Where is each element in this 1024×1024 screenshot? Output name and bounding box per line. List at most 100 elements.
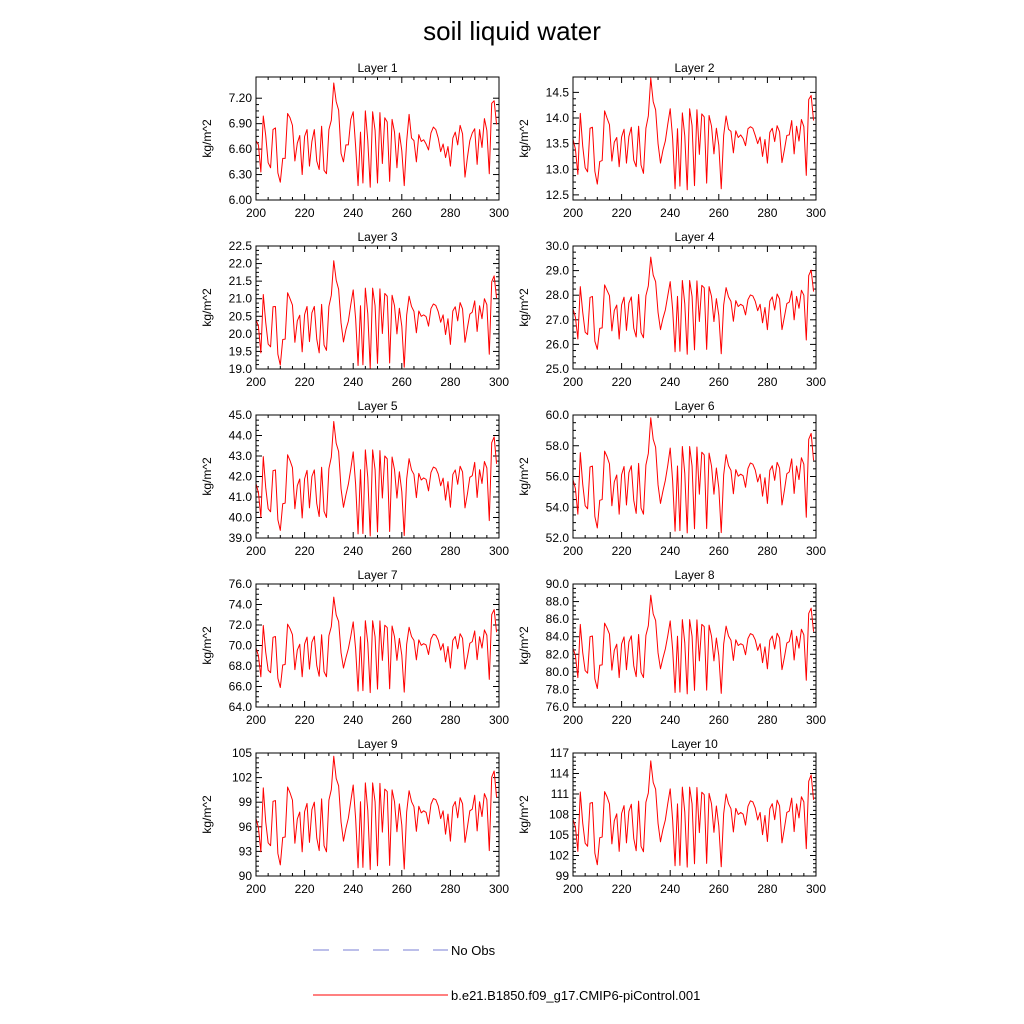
x-tick-label: 260 [392,206,412,220]
plot-frame [255,752,500,877]
series-line [572,77,815,191]
x-tick-label: 280 [757,206,777,220]
y-tick-label: 20.5 [229,309,253,323]
y-tick-label: 88.0 [546,595,570,609]
y-tick-label: 84.0 [546,630,570,644]
x-tick-label: 220 [295,882,315,896]
panel-title: Layer 4 [674,230,714,244]
x-tick-label: 300 [489,206,509,220]
x-tick-label: 300 [489,375,509,389]
y-tick-label: 117 [550,746,569,760]
x-tick-label: 280 [440,206,460,220]
panel-layer-9: Layer 9 kg/m^2 200 220 240 260 280 300 90 93 96 99 1… [200,737,509,896]
x-tick-label: 240 [660,544,680,558]
x-tick-label: 200 [246,713,266,727]
y-tick-label: 26.0 [546,337,570,351]
y-tick-label: 82.0 [546,647,570,661]
x-tick-label: 220 [612,206,632,220]
panel-title: Layer 2 [674,61,714,75]
x-tick-label: 260 [709,206,729,220]
y-tick-label: 42.0 [229,470,253,484]
x-tick-label: 240 [660,713,680,727]
panel-layer-8: Layer 8 kg/m^2 200 220 240 260 280 300 76.0 78.0 8… [517,568,826,727]
x-tick-label: 280 [757,544,777,558]
x-tick-label: 280 [757,882,777,896]
y-tick-label: 76.0 [229,577,253,591]
y-axis-label: kg/m^2 [200,626,214,665]
plot-frame [572,245,817,370]
y-tick-label: 29.0 [546,264,570,278]
panel-layer-4: Layer 4 kg/m^2 200 220 240 260 280 300 25.0 26.0 2… [517,230,826,389]
y-tick-label: 68.0 [229,659,253,673]
x-tick-label: 260 [709,375,729,389]
x-tick-label: 240 [343,882,363,896]
x-tick-label: 280 [440,544,460,558]
y-axis-label: kg/m^2 [200,795,214,834]
y-axis-label: kg/m^2 [517,119,531,158]
y-tick-label: 19.5 [229,344,253,358]
y-tick-label: 45.0 [229,408,253,422]
y-tick-label: 70.0 [229,639,253,653]
y-tick-label: 13.5 [546,137,570,151]
legend-series-label: b.e21.B1850.f09_g17.CMIP6-piControl.001 [451,988,700,1003]
y-tick-label: 14.0 [546,111,570,125]
y-tick-label: 40.0 [229,511,253,525]
y-axis-label: kg/m^2 [517,626,531,665]
y-axis-label: kg/m^2 [200,119,214,158]
y-tick-label: 90 [239,869,253,883]
x-tick-label: 220 [612,375,632,389]
y-axis-label: kg/m^2 [200,288,214,327]
x-tick-label: 260 [392,882,412,896]
panels-group: Layer 1 kg/m^2 200 220 240 260 280 300 6.00 6.30 6… [200,61,826,896]
y-axis-label: kg/m^2 [517,457,531,496]
y-tick-label: 99 [556,869,570,883]
y-tick-label: 19.0 [229,362,253,376]
x-tick-label: 240 [343,713,363,727]
x-tick-label: 220 [295,544,315,558]
y-tick-label: 56.0 [546,470,570,484]
y-tick-label: 44.0 [229,429,253,443]
y-tick-label: 6.90 [229,117,253,131]
panel-title: Layer 10 [671,737,718,751]
plot-frame [255,245,500,370]
y-tick-label: 13.0 [546,162,570,176]
y-tick-label: 64.0 [229,700,253,714]
y-tick-label: 21.0 [229,292,253,306]
y-axis-label: kg/m^2 [517,795,531,834]
series-line [255,596,498,694]
x-tick-label: 220 [612,713,632,727]
panel-layer-5: Layer 5 kg/m^2 200 220 240 260 280 300 39.0 40.0 4… [200,399,509,558]
x-tick-label: 200 [246,544,266,558]
panel-layer-2: Layer 2 kg/m^2 200 220 240 260 280 300 12.5 13.0 1… [517,61,826,220]
x-tick-label: 240 [343,206,363,220]
y-tick-label: 20.0 [229,327,253,341]
x-tick-label: 200 [246,206,266,220]
plot-frame [255,76,500,201]
x-tick-label: 200 [563,206,583,220]
plot-frame [572,752,817,877]
panel-layer-6: Layer 6 kg/m^2 200 220 240 260 280 300 52.0 54.0 5… [517,399,826,558]
panel-layer-3: Layer 3 kg/m^2 200 220 240 260 280 300 19.0 19.5 2… [200,230,509,389]
y-tick-label: 54.0 [546,500,570,514]
y-tick-label: 6.30 [229,168,253,182]
y-tick-label: 86.0 [546,612,570,626]
y-tick-label: 102 [549,849,569,863]
x-tick-label: 280 [440,375,460,389]
plot-frame [255,583,500,708]
x-tick-label: 200 [563,544,583,558]
y-tick-label: 22.5 [229,239,253,253]
x-tick-label: 200 [246,882,266,896]
y-tick-label: 6.00 [229,193,253,207]
panel-title: Layer 8 [674,568,714,582]
y-tick-label: 66.0 [229,680,253,694]
panel-title: Layer 3 [357,230,397,244]
y-tick-label: 30.0 [546,239,570,253]
x-tick-label: 280 [757,375,777,389]
y-tick-label: 41.0 [229,490,253,504]
y-tick-label: 28.0 [546,288,570,302]
series-line [572,417,815,534]
y-tick-label: 6.60 [229,142,253,156]
y-tick-label: 60.0 [546,408,570,422]
x-tick-label: 280 [757,713,777,727]
y-tick-label: 102 [232,771,252,785]
